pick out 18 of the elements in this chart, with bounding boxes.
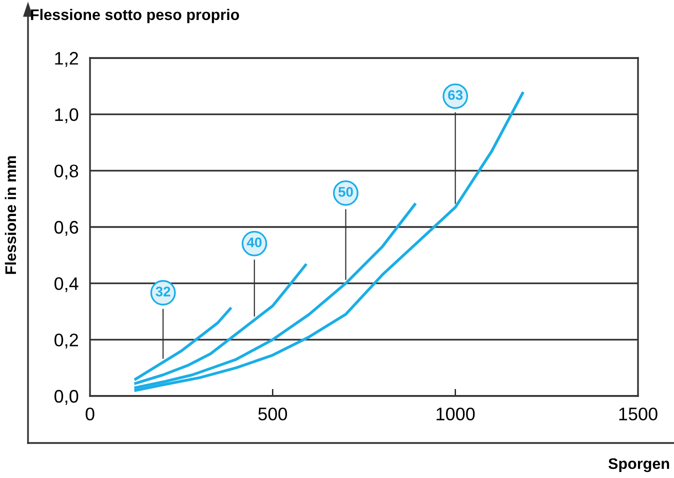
y-tick-label: 1,0 [55,108,78,124]
x-tick-label: 1500 [619,408,658,420]
text: 63 [448,90,463,100]
y-tick-label: 1,2 [55,52,78,67]
y-tick-label: 0,4 [54,277,78,292]
x-tick-label: 0 [86,408,94,420]
x-tick-label: 1000 [436,408,475,420]
text: 32 [156,286,170,297]
x-axis-title: Sporgen [608,458,670,472]
y-tick-label: 0,0 [54,390,78,405]
text: 40 [246,237,262,248]
y-tick-label: 0,8 [54,164,78,180]
chart-title: Flessione sotto peso proprio [31,8,240,24]
x-tick-label: 500 [258,408,288,420]
y-tick-label: 0,6 [54,220,78,236]
y-tick-label: 0,2 [54,334,78,349]
y-axis-title: Flessione in mm [4,156,16,274]
text: 50 [338,186,353,197]
